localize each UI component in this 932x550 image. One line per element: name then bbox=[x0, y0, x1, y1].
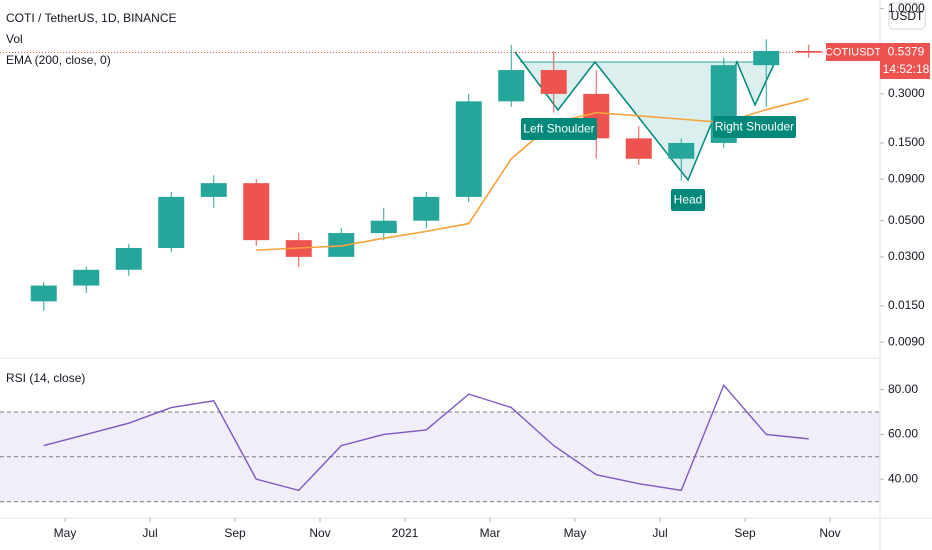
y-tick-label: 0.0150 bbox=[888, 298, 925, 312]
y-tick-label: 0.0090 bbox=[888, 334, 925, 348]
candle-body bbox=[243, 183, 270, 241]
x-tick-label: Jul bbox=[142, 526, 157, 540]
candle-body bbox=[115, 248, 142, 270]
symbol-label: COTIUSDT bbox=[825, 46, 882, 58]
candle-body bbox=[328, 233, 355, 257]
annotation-box bbox=[521, 118, 597, 140]
x-tick-label: May bbox=[564, 526, 587, 540]
volume-label: Vol bbox=[6, 32, 23, 46]
symbol-box bbox=[826, 43, 880, 61]
price-box bbox=[880, 43, 930, 79]
chart-title: COTI / TetherUS, 1D, BINANCE bbox=[6, 11, 177, 25]
candle-body bbox=[158, 196, 185, 249]
rsi-band bbox=[0, 412, 880, 502]
marks bbox=[0, 39, 880, 503]
candle-body bbox=[413, 196, 440, 221]
pattern-line bbox=[514, 51, 776, 182]
candle-body bbox=[540, 70, 567, 94]
rsi-title: RSI (14, close) bbox=[6, 371, 85, 385]
candle-body bbox=[625, 138, 652, 159]
candle-body bbox=[200, 183, 227, 197]
currency-box[interactable] bbox=[888, 2, 926, 30]
x-tick-label: 2021 bbox=[392, 526, 419, 540]
y-tick-label: 0.0900 bbox=[888, 171, 925, 185]
annotation: Right Shoulder bbox=[715, 120, 794, 134]
y-tick-label: 60.00 bbox=[888, 427, 918, 441]
annotation: Head bbox=[674, 193, 703, 207]
y-tick-label: 40.00 bbox=[888, 471, 918, 485]
annotation: Left Shoulder bbox=[523, 122, 594, 136]
y-tick-label: 0.3000 bbox=[888, 86, 925, 100]
x-tick-label: May bbox=[54, 526, 77, 540]
x-tick-label: Jul bbox=[652, 526, 667, 540]
candle-body bbox=[73, 269, 100, 286]
rsi-line bbox=[43, 383, 809, 492]
y-tick-label: 0.0500 bbox=[888, 213, 925, 227]
last-price-label: 0.5379 bbox=[888, 45, 925, 59]
candle-body bbox=[795, 50, 822, 53]
annotation-box bbox=[671, 189, 705, 211]
x-tick-label: Mar bbox=[480, 526, 501, 540]
candle-body bbox=[30, 285, 57, 302]
y-tick-label: 1.0000 bbox=[888, 1, 925, 15]
y-tick-label: 0.1500 bbox=[888, 135, 925, 149]
annotation-box bbox=[713, 116, 796, 138]
candle-body bbox=[498, 70, 525, 102]
x-tick-label: Nov bbox=[819, 526, 840, 540]
x-tick-label: Sep bbox=[224, 526, 246, 540]
x-tick-label: Sep bbox=[734, 526, 756, 540]
currency-label: USDT bbox=[891, 9, 924, 23]
candle-body bbox=[370, 220, 397, 234]
indicator-label: EMA (200, close, 0) bbox=[6, 53, 111, 67]
y-tick-label: 0.0300 bbox=[888, 249, 925, 263]
countdown-label: 14:52:18 bbox=[883, 62, 930, 76]
candle-body bbox=[455, 101, 482, 197]
candle-body bbox=[668, 142, 695, 159]
x-tick-label: Nov bbox=[309, 526, 330, 540]
candle-body bbox=[753, 50, 780, 66]
y-tick-label: 80.00 bbox=[888, 382, 918, 396]
